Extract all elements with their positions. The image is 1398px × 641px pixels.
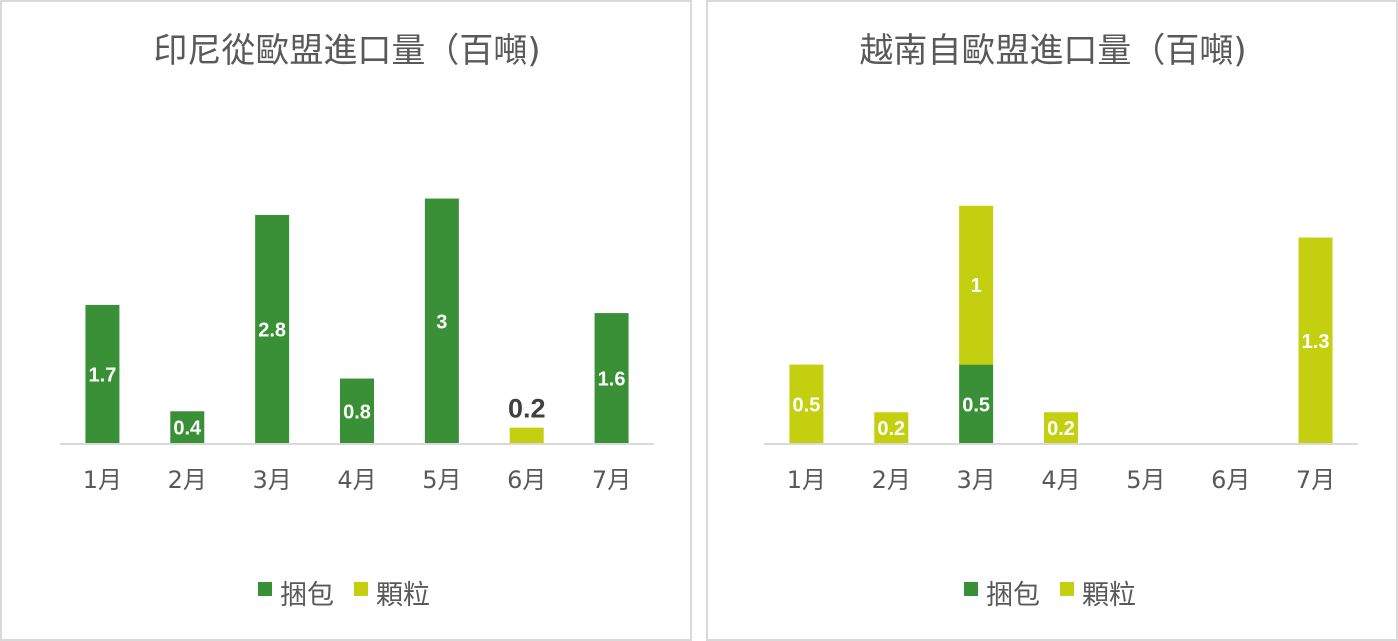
legend-swatch-顆粒 [354, 582, 368, 596]
x-tick-label: 6月 [507, 466, 546, 494]
data-label: 0.2 [508, 394, 546, 424]
chart-panel-indonesia: 印尼從歐盟進口量（百噸) 1.7 0.4 2.8 0.8 3 0.2 1.6 1月 2月 3月 4月 5… [0, 0, 692, 641]
x-tick-label: 4月 [337, 466, 376, 494]
data-label: 3 [436, 311, 447, 333]
x-tick-label: 2月 [872, 466, 911, 494]
data-label: 2.8 [258, 319, 286, 341]
data-label: 0.4 [173, 418, 202, 440]
x-tick-label: 6月 [1211, 466, 1250, 494]
legend-label: 顆粒 [1082, 580, 1136, 611]
x-tick-label: 3月 [957, 466, 996, 494]
data-label: 0.5 [793, 394, 821, 416]
data-label: 1 [971, 275, 982, 297]
data-label: 1.3 [1302, 331, 1330, 353]
legend-swatch-捆包 [964, 582, 978, 596]
bar-捆包-1月 [85, 304, 120, 444]
bar-顆粒-2月 [874, 412, 909, 444]
bar-捆包-3月 [255, 214, 290, 444]
legend-label: 顆粒 [376, 580, 430, 611]
x-tick-label: 4月 [1041, 466, 1080, 494]
x-tick-label: 3月 [253, 466, 292, 494]
x-tick-label: 1月 [83, 466, 122, 494]
data-label: 0.5 [962, 394, 990, 416]
x-tick-label: 7月 [1296, 466, 1335, 494]
data-label: 0.2 [877, 418, 905, 440]
bar-捆包-2月 [170, 411, 205, 444]
chart-indonesia: 印尼從歐盟進口量（百噸) 1.7 0.4 2.8 0.8 3 0.2 1.6 1月 2月 3月 4月 5… [60, 31, 654, 611]
x-tick-label: 1月 [787, 466, 826, 494]
chart-title: 越南自歐盟進口量（百噸) [859, 31, 1246, 71]
bar-顆粒-3月 [959, 205, 994, 365]
data-label: 1.6 [598, 369, 626, 391]
legend-label: 捆包 [986, 580, 1040, 611]
bar-捆包-5月 [424, 198, 459, 444]
bar-捆包-3月 [959, 364, 994, 444]
bar-顆粒-7月 [1298, 237, 1333, 444]
bar-捆包-7月 [594, 313, 629, 444]
bar-顆粒-6月 [509, 427, 544, 444]
chart-vietnam: 越南自歐盟進口量（百噸) 0.5 0.2 0.5 1 0.2 1.3 1月 2月 3月 4月 5月 6月… [764, 31, 1358, 611]
x-tick-label: 5月 [1126, 466, 1165, 494]
x-tick-label: 7月 [592, 466, 631, 494]
data-label: 0.8 [343, 401, 371, 423]
chart-title: 印尼從歐盟進口量（百噸) [153, 31, 540, 71]
legend-swatch-捆包 [258, 582, 272, 596]
bar-捆包-4月 [340, 378, 374, 444]
data-label: 0.2 [1047, 418, 1075, 440]
legend-label: 捆包 [280, 580, 334, 611]
chart-panel-vietnam: 越南自歐盟進口量（百噸) 0.5 0.2 0.5 1 0.2 1.3 1月 2月 3月 4月 5月 6月… [706, 0, 1398, 641]
x-tick-label: 2月 [168, 466, 207, 494]
legend-swatch-顆粒 [1060, 582, 1074, 596]
data-label: 1.7 [89, 364, 117, 386]
bar-顆粒-1月 [789, 364, 824, 444]
x-tick-label: 5月 [422, 466, 461, 494]
bar-顆粒-4月 [1044, 412, 1078, 444]
